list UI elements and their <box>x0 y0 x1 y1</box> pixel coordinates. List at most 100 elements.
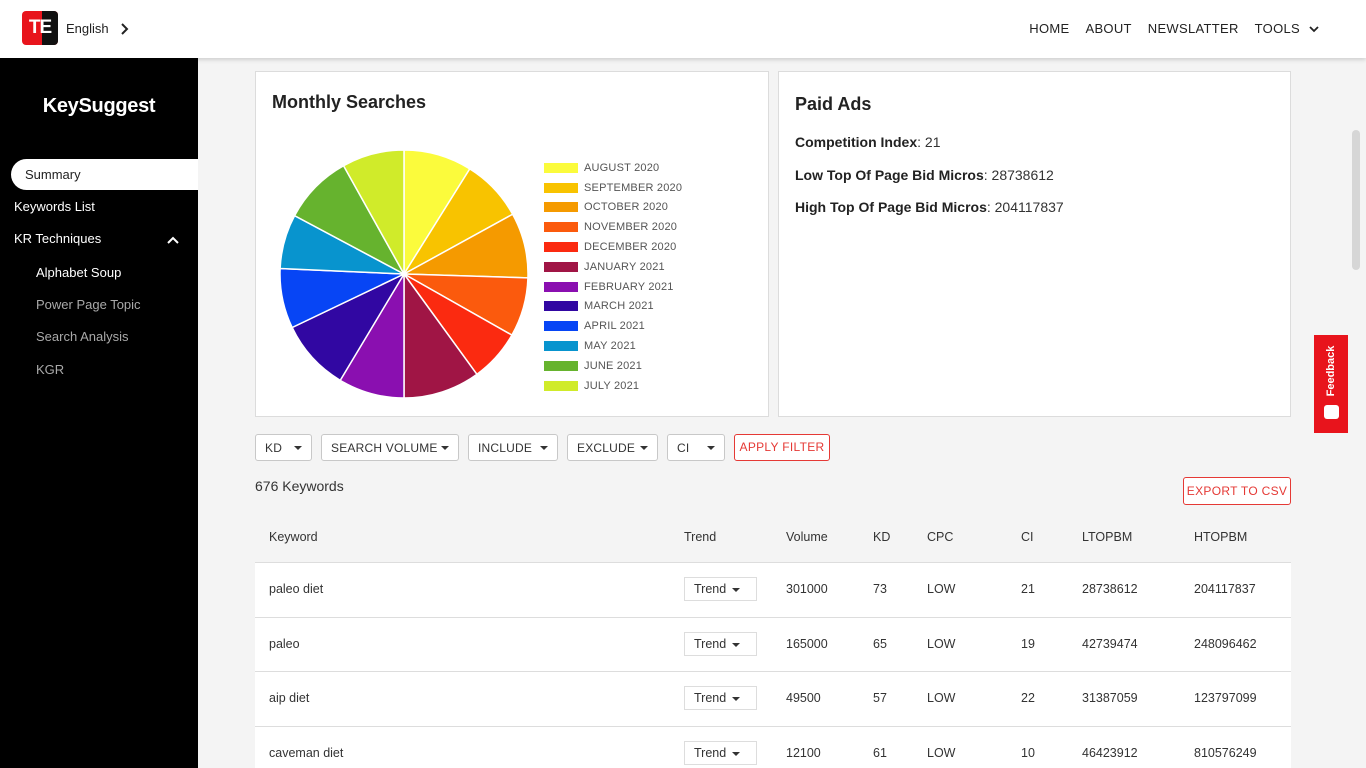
cell-ci: 10 <box>1021 745 1035 760</box>
competition-index: Competition Index: 21 <box>795 134 940 150</box>
cell-ltopbm: 31387059 <box>1082 691 1138 705</box>
table-row: paleo diet Trend 301000 73 LOW 21 287386… <box>255 563 1291 618</box>
cell-kd: 57 <box>873 691 887 705</box>
col-ci[interactable]: CI <box>1021 530 1034 544</box>
nav-tools[interactable]: TOOLS <box>1255 21 1320 36</box>
col-trend[interactable]: Trend <box>684 530 717 544</box>
table-header: Keyword Trend Volume KD CPC CI LTOPBM HT… <box>255 512 1291 563</box>
pie-slice-january-2021[interactable] <box>403 271 478 399</box>
logo[interactable]: TE <box>22 11 58 45</box>
cell-kd: 73 <box>873 582 887 596</box>
trend-label: Trend <box>694 691 727 705</box>
page-scrollbar[interactable] <box>1352 130 1360 270</box>
chevron-down-icon <box>1309 25 1319 32</box>
legend-item[interactable]: JUNE 2021 <box>544 356 682 376</box>
ci-filter-dropdown[interactable]: CI <box>667 434 725 461</box>
cell-keyword[interactable]: caveman diet <box>269 745 344 760</box>
feedback-tab[interactable]: Feedback <box>1314 335 1348 433</box>
cell-ltopbm: 46423912 <box>1082 745 1138 760</box>
legend-item[interactable]: MAY 2021 <box>544 336 682 356</box>
legend-item[interactable]: DECEMBER 2020 <box>544 237 682 257</box>
trend-label: Trend <box>694 745 727 760</box>
legend-swatch <box>544 261 578 272</box>
chevron-right-icon[interactable] <box>118 20 132 38</box>
legend-swatch <box>544 281 578 292</box>
legend-swatch <box>544 182 578 193</box>
nav-home[interactable]: HOME <box>1029 21 1070 36</box>
search-volume-filter-dropdown[interactable]: SEARCH VOLUME <box>321 434 459 461</box>
cell-keyword[interactable]: paleo diet <box>269 582 324 596</box>
sidebar-item-search-analysis[interactable]: Search Analysis <box>36 329 129 344</box>
legend-label: NOVEMBER 2020 <box>584 221 678 234</box>
apply-filter-button[interactable]: APPLY FILTER <box>734 434 830 461</box>
legend-swatch <box>544 380 578 391</box>
sidebar-item-kr-techniques[interactable]: KR Techniques <box>14 231 102 246</box>
nav-about[interactable]: ABOUT <box>1085 21 1132 36</box>
language-selector[interactable]: English <box>66 21 109 36</box>
monthly-searches-pie-chart <box>279 149 529 399</box>
high-top-bid-value: : 204117837 <box>986 199 1064 215</box>
legend-item[interactable]: NOVEMBER 2020 <box>544 217 682 237</box>
sidebar-item-alphabet-soup[interactable]: Alphabet Soup <box>36 265 122 280</box>
legend-item[interactable]: FEBRUARY 2021 <box>544 277 682 297</box>
chevron-up-icon[interactable] <box>166 234 180 246</box>
nav-newsletter[interactable]: NEWSLATTER <box>1147 21 1239 36</box>
sidebar-item-kgr[interactable]: KGR <box>36 362 65 377</box>
cell-keyword[interactable]: paleo <box>269 636 300 651</box>
cell-cpc: LOW <box>927 745 956 760</box>
cell-volume: 12100 <box>786 745 821 760</box>
pie-slice-july-2021[interactable] <box>342 149 405 277</box>
cell-kd: 65 <box>873 636 887 651</box>
low-top-bid-label: Low Top Of Page Bid Micros <box>795 167 984 183</box>
trend-dropdown[interactable]: Trend <box>684 631 757 656</box>
legend-label: JUNE 2021 <box>584 359 643 372</box>
legend-item[interactable]: OCTOBER 2020 <box>544 198 682 218</box>
cell-cpc: LOW <box>927 582 956 596</box>
kd-filter-dropdown[interactable]: KD <box>255 434 312 461</box>
trend-label: Trend <box>694 636 727 651</box>
col-ltopbm[interactable]: LTOPBM <box>1082 530 1133 544</box>
col-kd[interactable]: KD <box>873 530 891 544</box>
legend-swatch <box>544 321 578 332</box>
col-volume[interactable]: Volume <box>786 530 828 544</box>
cell-htopbm: 810576249 <box>1194 745 1257 760</box>
competition-index-value: : 21 <box>917 134 941 150</box>
legend-item[interactable]: AUGUST 2020 <box>544 158 682 178</box>
cell-ltopbm: 28738612 <box>1082 582 1138 596</box>
legend-item[interactable]: JANUARY 2021 <box>544 257 682 277</box>
legend-label: SEPTEMBER 2020 <box>584 181 683 194</box>
exclude-filter-dropdown[interactable]: EXCLUDE <box>567 434 658 461</box>
cell-htopbm: 204117837 <box>1194 582 1256 596</box>
monthly-searches-title: Monthly Searches <box>272 92 427 112</box>
sidebar-item-summary[interactable]: Summary <box>11 159 198 190</box>
ci-filter-label: CI <box>677 440 690 455</box>
sidebar-item-power-page-topic[interactable]: Power Page Topic <box>36 297 141 312</box>
col-cpc[interactable]: CPC <box>927 530 954 544</box>
pie-legend: AUGUST 2020 SEPTEMBER 2020 OCTOBER 2020 NOV… <box>544 158 682 396</box>
brand-title: KeySuggest <box>42 95 156 117</box>
nav-tools-label[interactable]: TOOLS <box>1254 21 1300 36</box>
high-top-bid: High Top Of Page Bid Micros: 204117837 <box>795 199 1064 215</box>
trend-dropdown[interactable]: Trend <box>684 686 757 710</box>
legend-item[interactable]: APRIL 2021 <box>544 316 682 336</box>
cell-cpc: LOW <box>927 636 956 651</box>
col-htopbm[interactable]: HTOPBM <box>1194 530 1248 544</box>
include-filter-dropdown[interactable]: INCLUDE <box>468 434 558 461</box>
sidebar-item-keywords-list[interactable]: Keywords List <box>14 199 95 214</box>
legend-item[interactable]: MARCH 2021 <box>544 297 682 317</box>
legend-item[interactable]: JULY 2021 <box>544 376 682 396</box>
cell-keyword[interactable]: aip diet <box>269 691 310 705</box>
legend-label: MARCH 2021 <box>584 300 654 313</box>
low-top-bid-value: : 28738612 <box>983 167 1054 183</box>
feedback-label: Feedback <box>1325 345 1337 397</box>
export-csv-button[interactable]: EXPORT TO CSV <box>1183 477 1291 505</box>
col-keyword[interactable]: Keyword <box>269 530 318 544</box>
feedback-icon <box>1324 405 1339 419</box>
legend-item[interactable]: SEPTEMBER 2020 <box>544 178 682 198</box>
table-row: caveman diet Trend 12100 61 LOW 10 46423… <box>255 726 1291 768</box>
trend-dropdown[interactable]: Trend <box>684 577 757 601</box>
legend-label: AUGUST 2020 <box>584 161 660 174</box>
cell-ci: 19 <box>1021 636 1035 651</box>
include-filter-label: INCLUDE <box>478 440 533 455</box>
trend-dropdown[interactable]: Trend <box>684 740 757 765</box>
